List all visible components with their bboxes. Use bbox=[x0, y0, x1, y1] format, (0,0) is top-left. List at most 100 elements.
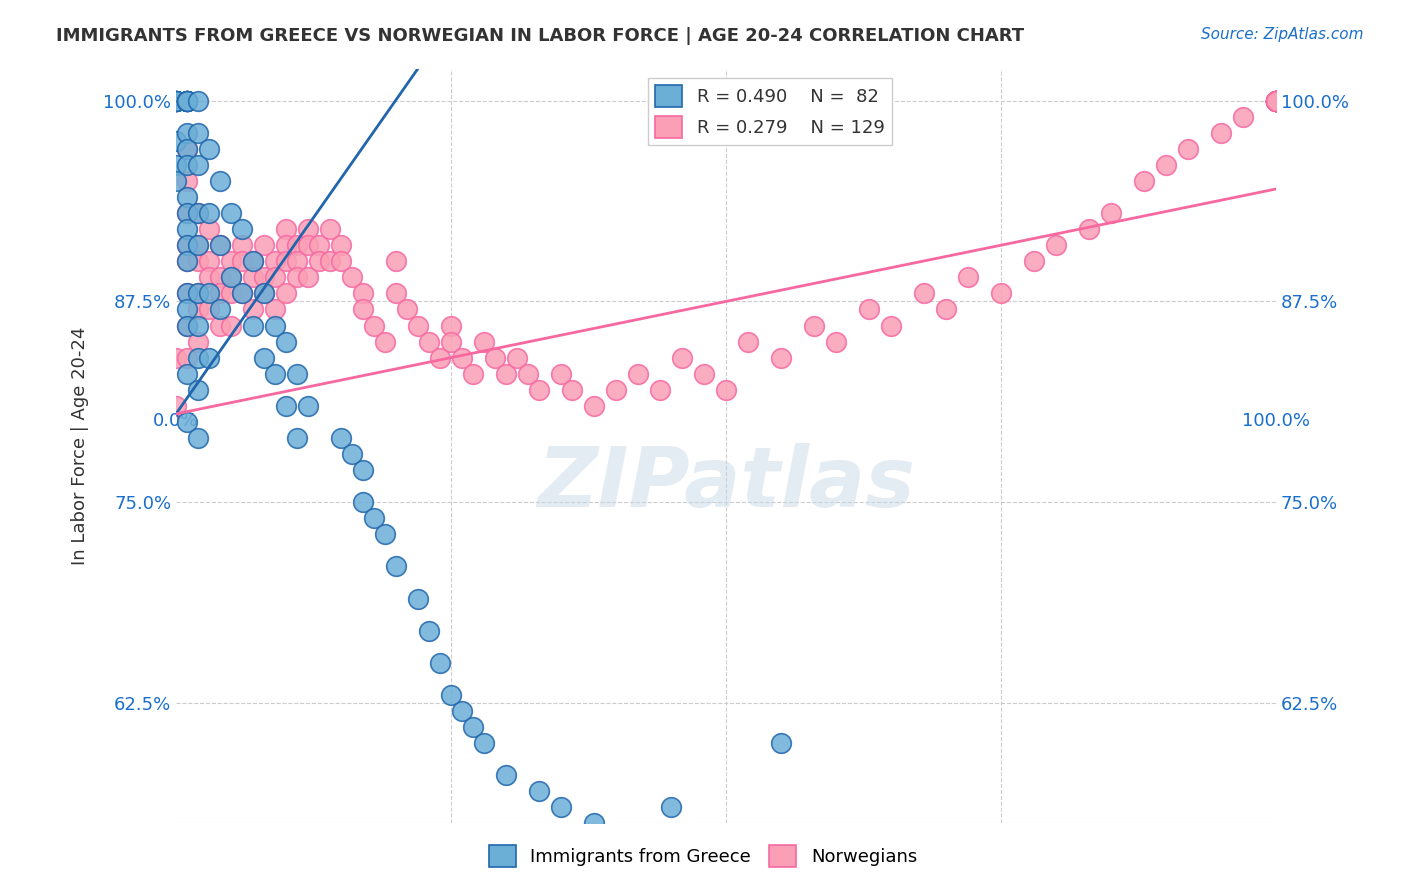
Point bbox=[1265, 94, 1288, 108]
Point bbox=[1265, 94, 1288, 108]
Point bbox=[385, 254, 408, 268]
Point bbox=[187, 383, 209, 397]
Point bbox=[242, 270, 264, 285]
Point bbox=[1265, 94, 1288, 108]
Point bbox=[231, 286, 253, 301]
Point bbox=[176, 94, 198, 108]
Point bbox=[440, 318, 463, 333]
Point bbox=[352, 495, 374, 509]
Point bbox=[693, 367, 716, 381]
Point bbox=[176, 158, 198, 172]
Point bbox=[517, 367, 540, 381]
Point bbox=[187, 126, 209, 140]
Point bbox=[187, 286, 209, 301]
Point bbox=[1265, 94, 1288, 108]
Point bbox=[274, 334, 297, 349]
Point bbox=[956, 270, 979, 285]
Point bbox=[198, 302, 221, 317]
Point bbox=[1265, 94, 1288, 108]
Point bbox=[1265, 94, 1288, 108]
Point bbox=[176, 318, 198, 333]
Point bbox=[285, 431, 308, 445]
Point bbox=[176, 94, 198, 108]
Point bbox=[297, 270, 319, 285]
Point bbox=[274, 286, 297, 301]
Point bbox=[451, 704, 474, 718]
Point bbox=[1265, 94, 1288, 108]
Point bbox=[648, 383, 671, 397]
Point bbox=[1265, 94, 1288, 108]
Point bbox=[285, 254, 308, 268]
Point bbox=[340, 447, 363, 461]
Point bbox=[1265, 94, 1288, 108]
Point bbox=[352, 302, 374, 317]
Point bbox=[1177, 142, 1199, 156]
Point bbox=[1265, 94, 1288, 108]
Point bbox=[659, 800, 682, 814]
Point bbox=[340, 270, 363, 285]
Point bbox=[363, 318, 385, 333]
Point bbox=[176, 126, 198, 140]
Point bbox=[418, 334, 440, 349]
Point bbox=[176, 206, 198, 220]
Point bbox=[769, 351, 792, 365]
Point bbox=[1265, 94, 1288, 108]
Point bbox=[253, 286, 276, 301]
Point bbox=[176, 254, 198, 268]
Point bbox=[912, 286, 935, 301]
Point bbox=[297, 399, 319, 413]
Point bbox=[176, 94, 198, 108]
Point bbox=[176, 94, 198, 108]
Point bbox=[1154, 158, 1177, 172]
Point bbox=[308, 254, 330, 268]
Point bbox=[242, 318, 264, 333]
Point bbox=[165, 94, 187, 108]
Point bbox=[253, 351, 276, 365]
Point bbox=[605, 383, 627, 397]
Point bbox=[165, 94, 187, 108]
Point bbox=[406, 591, 429, 606]
Point bbox=[231, 222, 253, 236]
Point bbox=[198, 254, 221, 268]
Point bbox=[231, 254, 253, 268]
Point bbox=[219, 206, 242, 220]
Point bbox=[176, 94, 198, 108]
Point bbox=[1078, 222, 1101, 236]
Point bbox=[1133, 174, 1156, 188]
Point bbox=[330, 238, 353, 252]
Point bbox=[208, 286, 231, 301]
Point bbox=[330, 254, 353, 268]
Point bbox=[1022, 254, 1045, 268]
Point bbox=[506, 351, 529, 365]
Point bbox=[264, 318, 287, 333]
Point bbox=[1265, 94, 1288, 108]
Point bbox=[769, 736, 792, 750]
Point bbox=[1045, 238, 1067, 252]
Point bbox=[187, 158, 209, 172]
Point bbox=[319, 222, 342, 236]
Point bbox=[880, 318, 903, 333]
Point bbox=[374, 527, 396, 541]
Point bbox=[176, 238, 198, 252]
Point bbox=[242, 254, 264, 268]
Point bbox=[165, 134, 187, 148]
Point bbox=[198, 351, 221, 365]
Point bbox=[264, 367, 287, 381]
Point bbox=[176, 367, 198, 381]
Point bbox=[274, 238, 297, 252]
Point bbox=[1265, 94, 1288, 108]
Point bbox=[582, 399, 605, 413]
Point bbox=[165, 174, 187, 188]
Point bbox=[187, 238, 209, 252]
Point bbox=[274, 254, 297, 268]
Point bbox=[429, 656, 451, 670]
Point bbox=[187, 238, 209, 252]
Point bbox=[176, 302, 198, 317]
Point bbox=[208, 270, 231, 285]
Text: ZIPatlas: ZIPatlas bbox=[537, 443, 915, 524]
Point bbox=[165, 94, 187, 108]
Point bbox=[352, 286, 374, 301]
Point bbox=[176, 142, 198, 156]
Point bbox=[297, 222, 319, 236]
Point bbox=[1265, 94, 1288, 108]
